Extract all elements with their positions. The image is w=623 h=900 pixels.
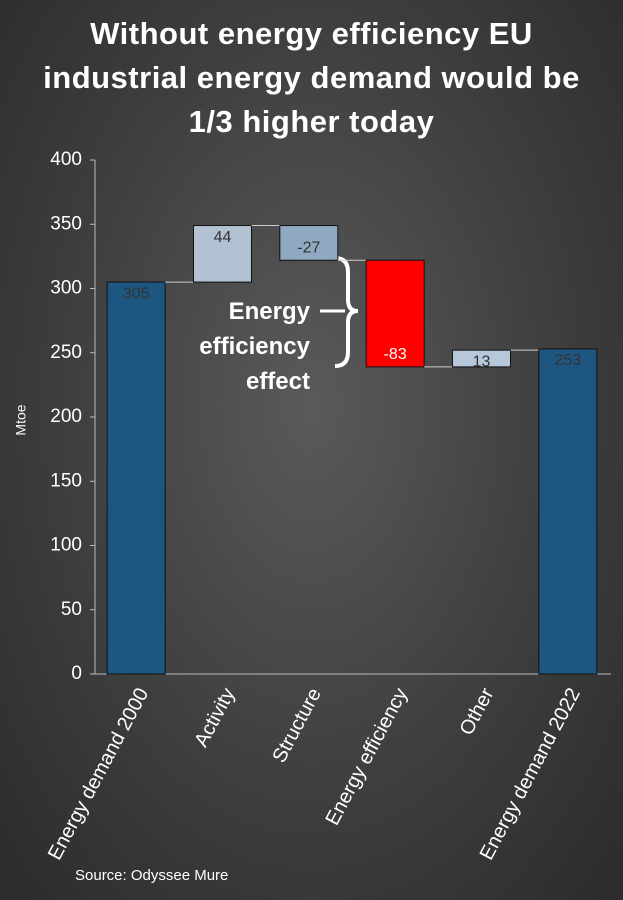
bar bbox=[365, 259, 425, 368]
source: Source: Odyssee Mure bbox=[75, 867, 229, 884]
bar bbox=[193, 225, 252, 283]
bar bbox=[452, 349, 511, 368]
value-label: -83 bbox=[384, 346, 407, 363]
value-label: 13 bbox=[473, 353, 491, 370]
value-label: 253 bbox=[554, 352, 581, 369]
x-tick-label: Energy demand 2022 bbox=[476, 684, 585, 863]
y-tick-label: 400 bbox=[50, 149, 82, 170]
x-tick-label: Energy efficiency bbox=[321, 684, 412, 828]
bar bbox=[106, 281, 166, 675]
y-tick-label: 300 bbox=[50, 278, 82, 299]
y-tick-label: 250 bbox=[50, 342, 82, 363]
y-tick-label: 50 bbox=[61, 599, 82, 620]
y-tick-label: 350 bbox=[50, 213, 82, 234]
y-axis-label: Mtoe bbox=[13, 404, 29, 435]
x-tick-label: Structure bbox=[268, 684, 326, 766]
value-label: 44 bbox=[214, 229, 232, 246]
bracket bbox=[334, 256, 359, 368]
bar bbox=[538, 348, 598, 675]
y-tick-label: 150 bbox=[50, 470, 82, 491]
chart-title: Without energy efficiency EU industrial … bbox=[43, 16, 580, 139]
x-tick-label: Other bbox=[456, 684, 499, 739]
x-tick-label: Energy demand 2000 bbox=[44, 684, 153, 863]
value-label: 305 bbox=[123, 285, 150, 302]
bar bbox=[279, 225, 339, 261]
x-tick-label: Activity bbox=[190, 684, 239, 750]
y-tick-label: 100 bbox=[50, 535, 82, 556]
y-tick-label: 200 bbox=[50, 406, 82, 427]
y-tick-label: 0 bbox=[71, 663, 82, 684]
annotation: Energy efficiency effect bbox=[199, 298, 310, 395]
value-label: -27 bbox=[297, 239, 320, 256]
